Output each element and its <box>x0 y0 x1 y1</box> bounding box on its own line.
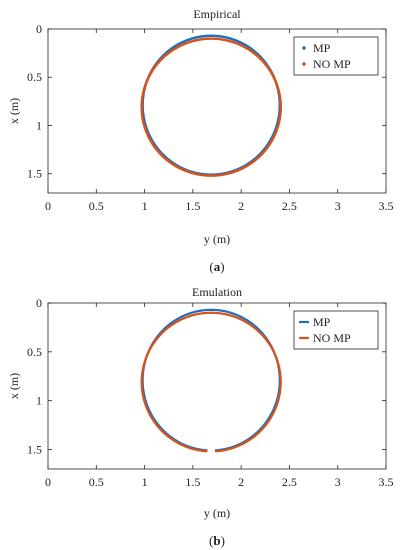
legend-label: NO MP <box>313 57 351 71</box>
series-line <box>140 311 282 453</box>
x-tick-label: 3.5 <box>379 199 394 213</box>
series-line <box>141 308 281 452</box>
x-axis-label: y (m) <box>204 506 230 520</box>
data-point <box>279 104 282 108</box>
legend-marker <box>302 62 306 66</box>
x-tick-label: 0.5 <box>89 199 104 213</box>
chart-title: Emulation <box>192 285 242 299</box>
series-no-mp <box>140 37 282 177</box>
caption-open: ( <box>209 533 213 548</box>
x-tick-label: 2.5 <box>282 199 297 213</box>
x-tick-label: 1 <box>142 475 148 489</box>
chart-panel-b: 0 0.5 1 1.5 2 2.5 3 3.5 0 0.5 1 1.5 Emulation y (m) x … <box>7 285 394 548</box>
series-no-mp <box>140 311 282 453</box>
caption-letter: a <box>214 259 221 274</box>
x-tick-label: 1.5 <box>185 199 200 213</box>
caption-close: ) <box>220 259 224 274</box>
x-tick-label: 2 <box>238 475 244 489</box>
x-tick-label: 0 <box>45 199 51 213</box>
caption-letter: b <box>213 533 220 548</box>
y-tick-label: 0.5 <box>27 345 42 359</box>
y-axis-label: x (m) <box>7 373 21 399</box>
legend: MP NO MP <box>293 36 379 76</box>
y-axis-label: x (m) <box>7 98 21 124</box>
y-tick-label: 1 <box>36 394 42 408</box>
legend-box <box>293 36 379 76</box>
x-tick-label: 3.5 <box>379 475 394 489</box>
legend: MP NO MP <box>293 310 379 350</box>
x-tick-label: 0 <box>45 475 51 489</box>
y-tick-label: 0 <box>36 296 42 310</box>
x-axis-label: y (m) <box>204 232 230 246</box>
x-tick-label: 1.5 <box>185 475 200 489</box>
y-tick-label: 1.5 <box>27 167 42 181</box>
x-tick-label: 0.5 <box>89 475 104 489</box>
chart-panel-a: 0 0.5 1 1.5 2 2.5 3 3.5 0 0.5 1 1.5 Empirical y (m) x … <box>7 7 394 274</box>
legend-label: MP <box>313 315 331 329</box>
y-tick-label: 0 <box>36 22 42 36</box>
legend-label: NO MP <box>313 331 351 345</box>
x-tick-label: 3 <box>335 475 341 489</box>
x-tick-label: 3 <box>335 199 341 213</box>
plot-area <box>47 302 387 470</box>
plot-area <box>47 28 387 194</box>
chart-title: Empirical <box>193 7 241 21</box>
caption-close: ) <box>221 533 225 548</box>
series-mp <box>141 308 281 452</box>
y-tick-label: 1.5 <box>27 442 42 456</box>
y-tick-label: 1 <box>36 118 42 132</box>
panel-caption: (a) <box>209 259 224 274</box>
caption-open: ( <box>209 259 213 274</box>
y-tick-label: 0.5 <box>27 70 42 84</box>
panel-caption: (b) <box>209 533 225 548</box>
legend-marker <box>302 46 306 50</box>
x-tick-label: 2 <box>238 199 244 213</box>
legend-box <box>293 310 379 350</box>
legend-label: MP <box>313 41 331 55</box>
x-tick-label: 1 <box>142 199 148 213</box>
x-tick-label: 2.5 <box>282 475 297 489</box>
